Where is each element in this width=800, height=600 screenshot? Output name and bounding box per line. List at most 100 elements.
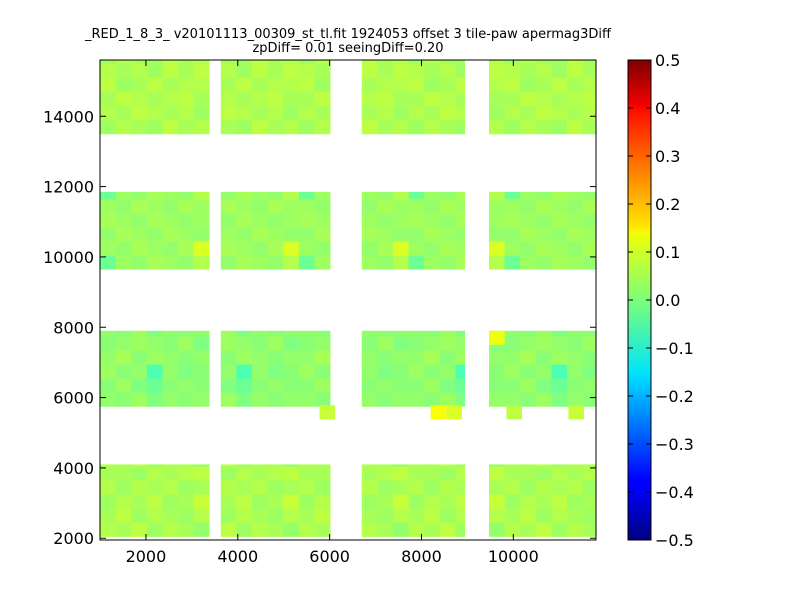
heatmap-cell [131, 227, 148, 242]
heatmap-cell [504, 350, 521, 365]
heatmap-cell [361, 392, 378, 407]
heatmap-cell [252, 227, 269, 242]
heatmap-cell [535, 198, 552, 214]
heatmap-cell [582, 241, 597, 256]
heatmap-cell [488, 77, 505, 93]
heatmap-cell [455, 212, 466, 228]
heatmap-cell [567, 522, 584, 537]
colorbar-tick-label: −0.2 [655, 387, 694, 406]
heatmap-cell [535, 522, 552, 537]
heatmap-cell [520, 330, 537, 337]
heatmap-cell [377, 364, 394, 379]
heatmap-cell [393, 91, 410, 107]
heatmap-cell [314, 336, 331, 351]
heatmap-cell [115, 63, 132, 78]
heatmap-cell [146, 464, 163, 467]
heatmap-cell [504, 494, 521, 509]
heatmap-cell [424, 60, 441, 64]
heatmap-cell [220, 119, 237, 135]
heatmap-cell [193, 198, 210, 214]
heatmap-cell [236, 191, 253, 200]
heatmap-cell [455, 255, 466, 270]
heatmap-cell [283, 105, 300, 121]
heatmap-cell [408, 392, 425, 407]
heatmap-cell [220, 77, 237, 93]
heatmap-cell [314, 330, 331, 337]
heatmap-cell [220, 63, 237, 78]
heatmap-cell [535, 466, 552, 481]
heatmap-cell [298, 364, 315, 379]
heatmap-cell [408, 255, 425, 270]
heatmap-cell [520, 77, 537, 93]
heatmap-cell [488, 119, 505, 135]
heatmap-cell [298, 91, 315, 107]
x-tick-label: 2000 [126, 547, 167, 566]
heatmap-cell [314, 350, 331, 365]
heatmap-cell [408, 212, 425, 228]
heatmap-cell [178, 508, 195, 523]
heatmap-cell [252, 60, 269, 64]
heatmap-cell [488, 464, 505, 467]
heatmap-cell [551, 350, 568, 365]
heatmap-cell [162, 77, 179, 93]
heatmap-cell [582, 119, 597, 135]
heatmap-cell [439, 522, 456, 537]
heatmap-cell [131, 191, 148, 200]
heatmap-cell [488, 378, 505, 393]
heatmap-cell [252, 212, 269, 228]
heatmap-cell [504, 63, 521, 78]
heatmap-cell [252, 77, 269, 93]
heatmap-cell [567, 119, 584, 135]
heatmap-cell [220, 336, 237, 351]
heatmap-cell [361, 227, 378, 242]
heatmap-cell [377, 255, 394, 270]
heatmap-cell [162, 255, 179, 270]
heatmap-cell [314, 480, 331, 495]
chart-title-line-1: _RED_1_8_3_ v20101113_00309_st_tl.fit 19… [84, 27, 612, 42]
heatmap-cell [504, 255, 521, 270]
heatmap-cell [100, 91, 117, 107]
heatmap-cell [504, 392, 521, 407]
heatmap-cell [162, 464, 179, 467]
heatmap-cell [283, 60, 300, 64]
heatmap-cell [220, 508, 237, 523]
heatmap-cell [319, 405, 336, 420]
heatmap-cell [393, 63, 410, 78]
heatmap-cell [193, 480, 210, 495]
heatmap-cell [424, 378, 441, 393]
heatmap-cell [298, 508, 315, 523]
heatmap-cell [439, 508, 456, 523]
heatmap-cell [582, 466, 597, 481]
heatmap-cell [393, 77, 410, 93]
heatmap-cell [551, 191, 568, 200]
heatmap-cell [377, 330, 394, 337]
heatmap-cell [535, 392, 552, 407]
heatmap-cell [162, 60, 179, 64]
heatmap-cell [535, 77, 552, 93]
heatmap-cell [146, 466, 163, 481]
heatmap-cell [193, 119, 210, 135]
heatmap-cell [298, 119, 315, 135]
heatmap-cell [236, 494, 253, 509]
heatmap-cell [314, 241, 331, 256]
heatmap-cell [430, 405, 447, 420]
heatmap-cell [146, 508, 163, 523]
heatmap-cell [567, 227, 584, 242]
heatmap-cell [298, 255, 315, 270]
heatmap-cell [193, 330, 210, 337]
heatmap-cell [424, 227, 441, 242]
heatmap-cell [178, 63, 195, 78]
heatmap-cell [567, 212, 584, 228]
heatmap-cell [146, 198, 163, 214]
heatmap-cell [520, 466, 537, 481]
heatmap-cell [439, 227, 456, 242]
heatmap-cell [393, 60, 410, 64]
heatmap-cell [488, 364, 505, 379]
heatmap-cell [361, 494, 378, 509]
heatmap-cell [488, 392, 505, 407]
heatmap-cell [220, 522, 237, 537]
heatmap-cell [298, 212, 315, 228]
heatmap-cell [298, 494, 315, 509]
heatmap-cell [361, 255, 378, 270]
heatmap-cell [115, 378, 132, 393]
